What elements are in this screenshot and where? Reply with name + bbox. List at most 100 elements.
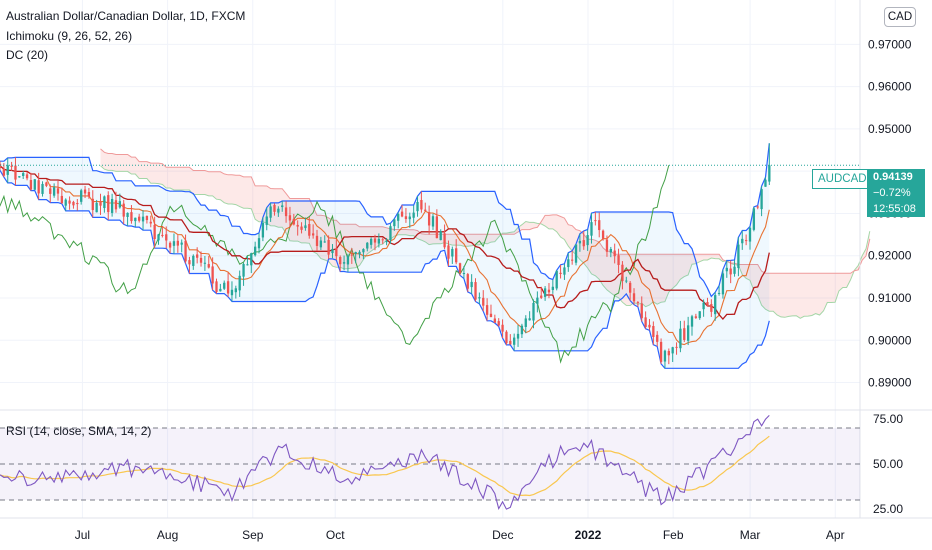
candle-body [110,198,114,213]
candle-body [358,251,361,255]
price-tick-label: 0.96000 [868,80,912,94]
candle-body [315,235,319,246]
legend-donchian[interactable]: DC (20) [6,48,49,62]
candle-body [756,206,759,208]
tenkan-sen [0,165,770,346]
candle-body [311,233,315,236]
price-tick-label: 0.90000 [868,333,912,347]
candle-body [207,264,210,268]
candle-body [350,254,353,256]
candle-body [14,165,17,180]
candle-body [18,176,21,178]
candle-body [427,212,431,226]
time-tick-label: Sep [242,528,264,542]
time-tick-label: Jul [75,528,90,542]
candle-body [686,325,690,341]
candle-body [431,216,435,227]
kijun-sen [0,165,770,320]
time-tick-label: Dec [492,528,513,542]
candle-body [354,252,357,254]
candle-body [192,255,195,266]
candle-body [366,242,369,249]
candle-body [107,195,110,213]
candle-body [536,297,539,304]
donchian-upper [0,143,770,298]
candle-body [505,331,508,344]
rsi-tick-label: 75.00 [873,412,903,426]
candle-body [455,248,458,263]
candle-body [296,224,299,227]
candle-body [768,165,771,182]
candle-body [717,292,721,294]
change-percent-label: −0.72% [867,185,925,201]
candle-body [342,262,346,264]
candle-body [199,257,203,263]
candle-body [168,242,172,248]
candle-body [435,216,439,239]
candle-body [389,226,392,241]
candle-body [617,255,620,266]
price-tick-label: 0.95000 [868,122,912,136]
candle-body [45,182,48,186]
candle-body [149,221,152,224]
candle-body [416,201,419,212]
candle-body [99,201,102,206]
candle-body [369,238,373,245]
candle-body [10,165,13,167]
candle-body [323,241,326,243]
candle-body [37,180,40,194]
candle-body [563,267,566,275]
candle-body [702,302,705,310]
candle-body [91,198,94,211]
candle-body [714,295,717,315]
candle-body [25,174,29,179]
candle-body [52,187,56,196]
senkou-span-a [100,165,871,319]
candle-body [215,281,218,292]
candle-body [362,249,365,253]
candle-body [335,248,338,257]
candle-body [130,212,133,222]
candle-body [188,260,191,265]
candle-body [126,212,129,217]
candle-body [605,239,609,252]
legend-ichimoku[interactable]: Ichimoku (9, 26, 52, 26) [6,29,133,43]
candle-body [439,231,442,241]
candle-body [393,219,396,227]
candle-body [226,281,230,294]
candle-body [141,216,145,222]
candle-body [203,262,207,264]
candle-body [447,245,450,259]
candle-body [269,206,272,218]
symbol-tag: AUDCAD [812,169,873,189]
currency-badge[interactable]: CAD [884,7,916,27]
legend-rsi[interactable]: RSI (14, close, SMA, 14, 2) [6,424,152,438]
candle-body [339,257,342,265]
candle-body [277,208,280,213]
candle-body [578,240,582,244]
bar-countdown-label: 12:55:08 [867,201,925,217]
rsi-band-fill [0,428,860,500]
candle-body [331,248,334,254]
candle-body [698,311,701,319]
time-tick-label: Oct [326,528,345,542]
candle-body [582,240,585,247]
candle-body [458,263,462,274]
candle-body [176,240,179,246]
candle-body [466,274,469,289]
candle-body [482,297,485,306]
candle-body [385,241,388,243]
candle-body [524,318,527,327]
candle-body [567,259,570,268]
candle-body [462,273,466,275]
candle-body [571,259,574,261]
candle-body [80,190,83,202]
candle-body [443,233,446,248]
time-tick-label: Apr [826,528,845,542]
candle-body [485,305,489,315]
candle-body [246,264,249,266]
candle-body [292,218,295,225]
candle-body [196,254,199,258]
candle-body [493,318,497,323]
